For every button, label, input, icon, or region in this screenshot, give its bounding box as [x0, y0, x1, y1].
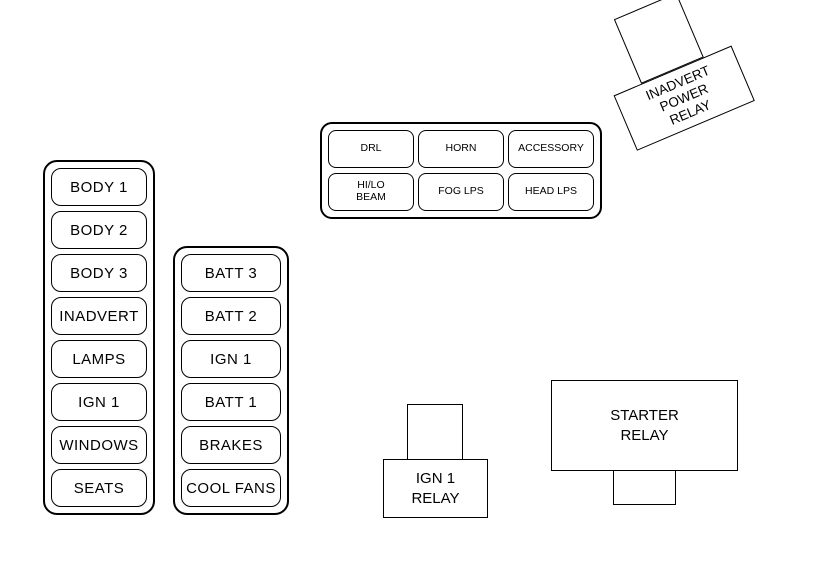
- fuse-cool-fans: COOL FANS: [181, 469, 281, 507]
- fuse-batt-3: BATT 3: [181, 254, 281, 292]
- fuse-body-3: BODY 3: [51, 254, 147, 292]
- fuse-ign-1-b: IGN 1: [181, 340, 281, 378]
- relay-accessory: ACCESSORY: [508, 130, 594, 168]
- fuse-body-1: BODY 1: [51, 168, 147, 206]
- relay-hi-lo-beam: HI/LO BEAM: [328, 173, 414, 211]
- starter-relay-tab-box: [613, 471, 676, 505]
- starter-relay-label: STARTER RELAY: [551, 380, 738, 471]
- relay-horn: HORN: [418, 130, 504, 168]
- fuse-column-2: BATT 3 BATT 2 IGN 1 BATT 1 BRAKES COOL F…: [173, 246, 289, 515]
- fuse-inadvert: INADVERT: [51, 297, 147, 335]
- fuse-batt-2: BATT 2: [181, 297, 281, 335]
- relay-fog-lps: FOG LPS: [418, 173, 504, 211]
- fuse-ign-1-a: IGN 1: [51, 383, 147, 421]
- ign1-relay-label: IGN 1 RELAY: [383, 459, 488, 518]
- fuse-lamps: LAMPS: [51, 340, 147, 378]
- fuse-windows: WINDOWS: [51, 426, 147, 464]
- relay-grid: DRL HORN ACCESSORY HI/LO BEAM FOG LPS HE…: [320, 122, 602, 219]
- ign1-relay-top-box: [407, 404, 463, 460]
- relay-head-lps: HEAD LPS: [508, 173, 594, 211]
- fuse-brakes: BRAKES: [181, 426, 281, 464]
- relay-drl: DRL: [328, 130, 414, 168]
- fuse-batt-1: BATT 1: [181, 383, 281, 421]
- fuse-seats: SEATS: [51, 469, 147, 507]
- fuse-column-1: BODY 1 BODY 2 BODY 3 INADVERT LAMPS IGN …: [43, 160, 155, 515]
- fuse-body-2: BODY 2: [51, 211, 147, 249]
